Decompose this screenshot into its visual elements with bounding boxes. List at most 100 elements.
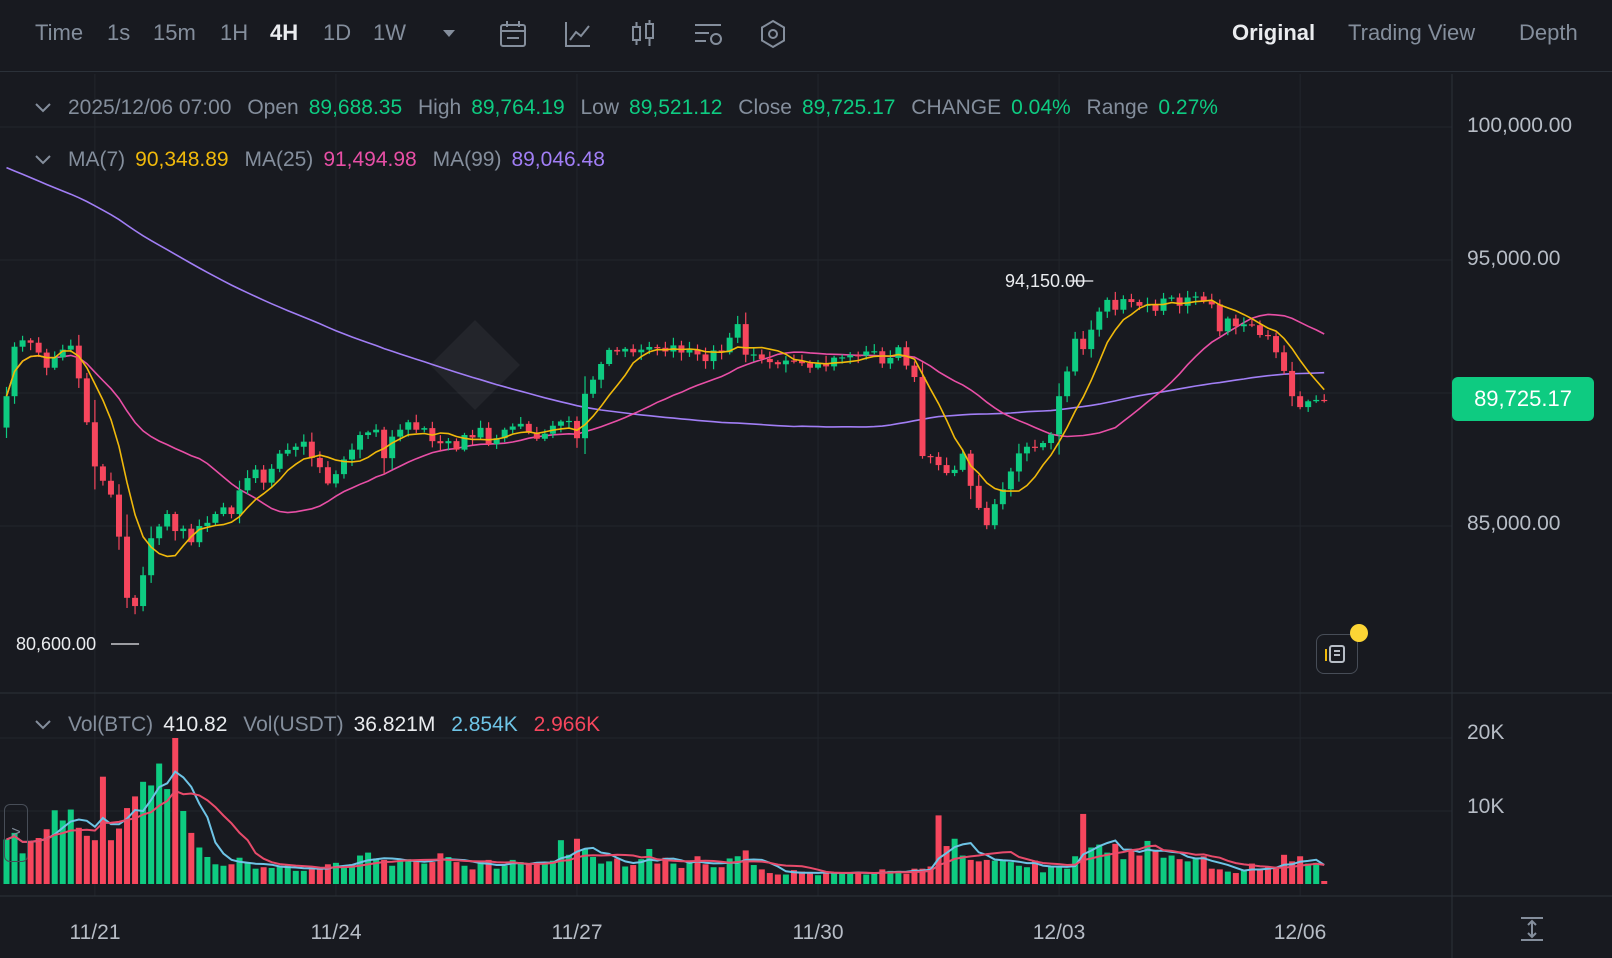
interval-1s[interactable]: 1s [107, 20, 131, 45]
candle-body [19, 340, 26, 347]
hexagon-settings-icon[interactable] [757, 18, 789, 50]
vol-usdt-label: Vol(USDT) [243, 713, 344, 736]
volume-bar [252, 868, 259, 884]
volume-bar [1023, 867, 1030, 884]
interval-4h[interactable]: 4H [270, 20, 299, 45]
volume-bar [397, 859, 404, 884]
volume-bar [509, 859, 516, 884]
candle-body [204, 522, 211, 526]
candle-body [694, 349, 701, 355]
candle-body [1256, 325, 1263, 336]
news-button[interactable] [1316, 634, 1358, 674]
candle-body [1321, 399, 1328, 402]
volume-bar [1256, 869, 1263, 884]
candle-body [83, 378, 90, 423]
volume-bar [316, 867, 323, 884]
candle-body [172, 514, 179, 532]
candle-body [501, 429, 508, 439]
candle-body [1080, 338, 1087, 350]
chevron-down-icon[interactable] [34, 148, 58, 172]
volume-bar [517, 862, 524, 884]
candle-body [43, 352, 50, 368]
chevron-down-icon[interactable] [440, 28, 458, 40]
candle-body [943, 465, 950, 474]
candle-body [991, 504, 998, 526]
volume-bar [27, 840, 34, 884]
candle-body [774, 362, 781, 365]
volume-bar [790, 870, 797, 884]
ma99-value: 89,046.48 [511, 148, 605, 171]
volume-bar [1313, 862, 1320, 884]
volume-bar [935, 815, 942, 884]
candle-body [1305, 401, 1312, 408]
volume-bar [1184, 861, 1191, 884]
candle-body [798, 360, 805, 364]
candle-body [517, 423, 524, 427]
candle-body [493, 438, 500, 445]
range-label: Range [1086, 96, 1149, 119]
volume-bar [694, 856, 701, 884]
candle-body [1168, 297, 1175, 299]
volume-bar [758, 869, 765, 884]
volume-bar [533, 862, 540, 884]
volume-bar [485, 859, 492, 884]
fit-vertical-icon[interactable] [1517, 914, 1547, 949]
candle-body [622, 348, 629, 352]
volume-bar [766, 873, 773, 884]
volume-bar [967, 859, 974, 884]
chevron-down-icon[interactable] [34, 713, 58, 737]
interval-15m[interactable]: 15m [153, 20, 196, 45]
volume-bar [1216, 869, 1223, 884]
candle-body [308, 441, 315, 458]
notification-dot [1350, 624, 1368, 642]
volume-bar [340, 865, 347, 884]
candle-body [316, 457, 323, 468]
candle-body [164, 514, 171, 527]
view-depth[interactable]: Depth [1519, 20, 1578, 45]
candle-body [196, 526, 203, 543]
candle-type-icon[interactable] [627, 18, 659, 50]
chevron-down-icon[interactable] [34, 96, 58, 120]
volume-bar [188, 832, 195, 884]
ma99-label: MA(99) [432, 148, 502, 171]
candle-body [1184, 297, 1191, 306]
ma99-polyline [6, 166, 1325, 428]
calendar-icon[interactable] [497, 18, 529, 50]
candle-body [413, 422, 420, 430]
interval-1d[interactable]: 1D [323, 20, 352, 45]
candle-body [598, 364, 605, 380]
volume-bar [308, 868, 315, 884]
candle-body [734, 324, 741, 338]
view-trading-view[interactable]: Trading View [1348, 20, 1476, 45]
candle-body [340, 459, 347, 475]
volume-bar [951, 838, 958, 884]
volume-bar [1096, 844, 1103, 884]
volume-bar [260, 867, 267, 884]
volume-bar [1168, 855, 1175, 884]
indicator-icon[interactable] [562, 18, 594, 50]
view-original[interactable]: Original [1232, 20, 1316, 45]
watermark-logo [430, 320, 520, 410]
candle-body [260, 469, 267, 483]
candle-body [525, 423, 532, 433]
volume-bar [228, 864, 235, 884]
ma25-polyline [5, 313, 1325, 514]
chart-settings-icon[interactable] [692, 18, 724, 50]
volume-bar [453, 862, 460, 884]
candle-body [405, 422, 412, 430]
volume-bar [975, 861, 982, 884]
low-label: Low [580, 96, 620, 119]
open-value: 89,688.35 [308, 96, 403, 119]
price-axis-tick: 85,000.00 [1467, 512, 1561, 535]
volume-bars [3, 738, 1328, 884]
expand-panel-button[interactable]: > [4, 804, 28, 862]
interval-1w[interactable]: 1W [373, 20, 406, 45]
candle-body [1128, 299, 1135, 303]
candle-body [1208, 301, 1215, 305]
candle-body [718, 350, 725, 353]
volume-bar [1056, 866, 1063, 884]
interval-1h[interactable]: 1H [220, 20, 249, 45]
candle-body [999, 489, 1006, 505]
candle-body [975, 485, 982, 508]
